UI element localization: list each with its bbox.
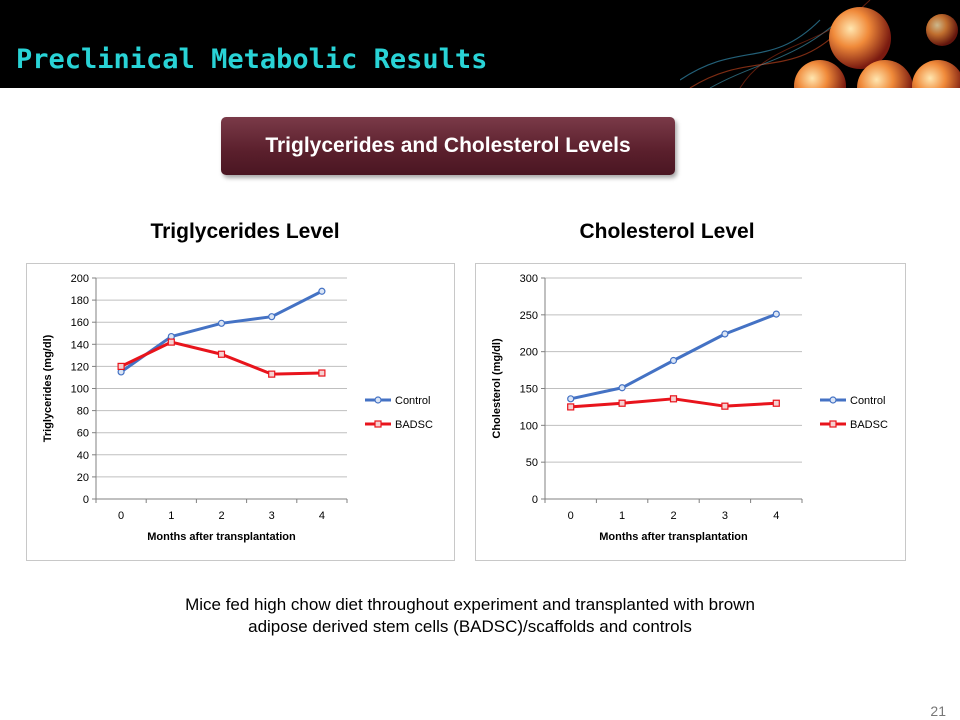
x-tick-label: 4 xyxy=(773,510,779,522)
y-tick-label: 0 xyxy=(83,494,89,506)
data-point-control xyxy=(772,310,780,318)
data-point-badsc xyxy=(772,399,780,407)
chart-title-triglycerides: Triglycerides Level xyxy=(150,220,340,243)
data-point-control xyxy=(268,313,276,321)
legend-label-badsc: BADSC xyxy=(395,419,433,431)
data-point-badsc xyxy=(318,369,326,377)
slide-caption: Mice fed high chow diet throughout exper… xyxy=(100,594,840,638)
y-axis-label: Triglycerides (mg/dl) xyxy=(42,334,54,442)
legend-label-badsc: BADSC xyxy=(850,419,888,431)
x-tick-label: 2 xyxy=(670,510,676,522)
chart-svg: 0 50 100 150 200 250 300 0 1 2 3 4 Months after tran… xyxy=(491,273,888,543)
legend-label-control: Control xyxy=(395,395,430,407)
x-tick-label: 0 xyxy=(118,510,124,522)
data-point-control xyxy=(318,287,326,295)
y-tick-label: 60 xyxy=(77,428,89,440)
x-tick-label: 3 xyxy=(722,510,728,522)
series-line-control xyxy=(570,312,777,401)
decorative-cells-image xyxy=(680,0,960,88)
data-point-control xyxy=(721,330,729,338)
y-tick-label: 140 xyxy=(71,339,89,351)
x-tick-label: 0 xyxy=(568,510,574,522)
data-point-control xyxy=(567,395,575,403)
data-point-badsc xyxy=(268,370,276,378)
section-banner-label: Triglycerides and Cholesterol Levels xyxy=(265,134,631,157)
cholesterol-chart: 0 50 100 150 200 250 300 0 1 2 3 4 Months after tran… xyxy=(475,263,906,561)
caption-line-1: Mice fed high chow diet throughout exper… xyxy=(185,595,755,614)
section-banner: Triglycerides and Cholesterol Levels xyxy=(221,117,675,175)
x-axis-label: Months after transplantation xyxy=(147,531,296,543)
data-point-badsc xyxy=(618,399,626,407)
series-line-control xyxy=(120,289,323,374)
x-tick-label: 3 xyxy=(269,510,275,522)
y-tick-label: 160 xyxy=(71,317,89,329)
x-tick-label: 4 xyxy=(319,510,325,522)
y-tick-label: 180 xyxy=(71,295,89,307)
data-point-control xyxy=(669,356,678,365)
y-tick-label: 150 xyxy=(520,384,538,396)
chart-svg: 0 20 40 60 80 100 120 140 160 180 200 0 1 2 3 4 Months a… xyxy=(42,273,433,543)
data-point-badsc xyxy=(167,338,175,346)
x-tick-label: 1 xyxy=(168,510,174,522)
page-number: 21 xyxy=(930,703,946,719)
triglycerides-chart: 0 20 40 60 80 100 120 140 160 180 200 0 1 2 3 4 Months a… xyxy=(26,263,455,561)
y-tick-label: 120 xyxy=(71,361,89,373)
legend-marker-control xyxy=(829,396,837,404)
series-line-badsc xyxy=(120,340,322,376)
legend-label-control: Control xyxy=(850,395,885,407)
data-point-badsc xyxy=(721,402,729,410)
data-point-control xyxy=(217,319,226,327)
chart-title-cholesterol: Cholesterol Level xyxy=(579,220,755,243)
y-tick-label: 200 xyxy=(71,273,89,285)
y-tick-label: 80 xyxy=(77,406,89,418)
data-point-badsc xyxy=(669,395,678,403)
y-tick-label: 300 xyxy=(520,273,538,285)
legend-marker-control xyxy=(374,396,382,404)
x-axis-label: Months after transplantation xyxy=(599,531,748,543)
data-point-badsc xyxy=(567,403,575,411)
y-axis-label: Cholesterol (mg/dl) xyxy=(491,338,503,439)
legend-marker-badsc xyxy=(374,420,382,428)
x-tick-label: 1 xyxy=(619,510,625,522)
legend-marker-badsc xyxy=(829,420,837,428)
y-tick-label: 40 xyxy=(77,450,89,462)
y-tick-label: 0 xyxy=(532,494,538,506)
y-tick-label: 20 xyxy=(77,472,89,484)
y-tick-label: 100 xyxy=(71,384,89,396)
data-point-badsc xyxy=(117,362,125,371)
page-title: Preclinical Metabolic Results xyxy=(16,44,488,75)
data-point-control xyxy=(618,384,626,392)
x-tick-label: 2 xyxy=(218,510,224,522)
y-tick-label: 100 xyxy=(520,420,538,432)
y-tick-label: 200 xyxy=(520,347,538,359)
y-tick-label: 50 xyxy=(526,457,538,469)
y-tick-label: 250 xyxy=(520,310,538,322)
data-point-badsc xyxy=(217,350,226,358)
header-bar: Preclinical Metabolic Results xyxy=(0,0,960,88)
caption-line-2: adipose derived stem cells (BADSC)/scaff… xyxy=(248,617,692,636)
